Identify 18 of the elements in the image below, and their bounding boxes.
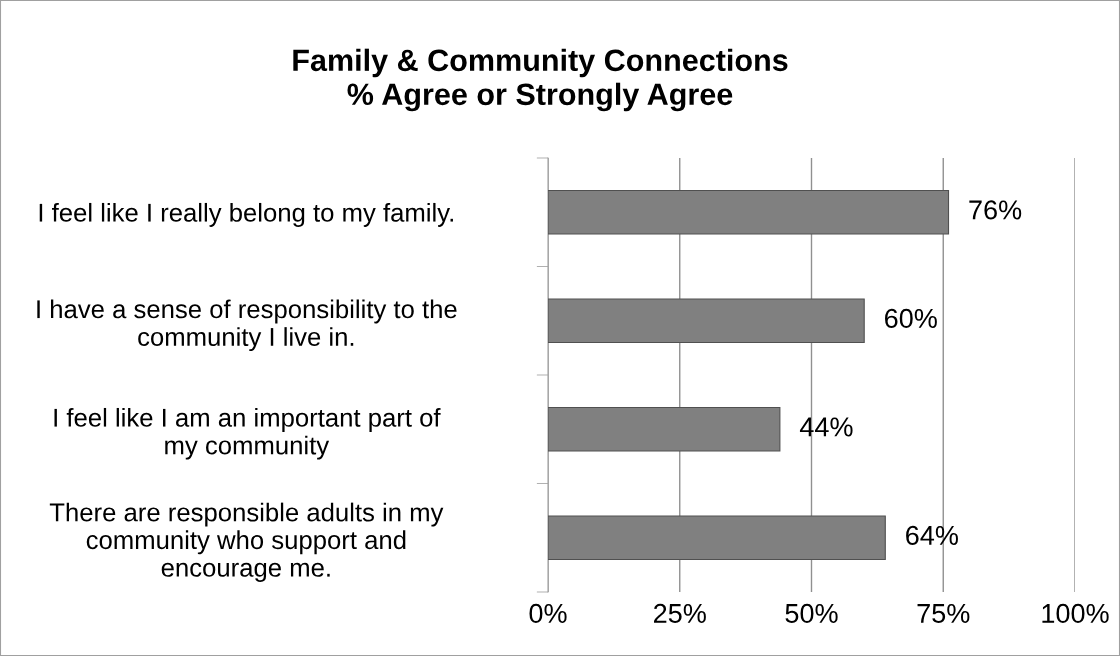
data-label: 64%	[906, 525, 958, 546]
bar	[548, 298, 865, 344]
y-tick-label: I feel like I really belong to my family.	[39, 202, 453, 227]
bar	[548, 406, 781, 452]
x-tick-label: 50%	[785, 603, 838, 623]
data-label: 76%	[969, 200, 1022, 220]
data-label: 60%	[885, 308, 937, 329]
bar	[548, 189, 950, 235]
x-tick-label: 75%	[917, 603, 970, 623]
data-label: 44%	[799, 417, 853, 437]
y-tick-label: There are responsible adults in my community who support and encourage me.	[49, 502, 444, 582]
x-tick-label: 100%	[1042, 603, 1109, 623]
y-tick-label: I feel like I am an important part of my community	[54, 407, 441, 460]
y-tick-label: I have a sense of responsibility to the community I live in.	[37, 299, 457, 352]
x-tick-label: 0%	[529, 603, 567, 623]
chart-title: Family & Community Connections % Agree or Strongly Agree	[293, 48, 788, 112]
x-tick-label: 25%	[654, 603, 706, 623]
bar	[548, 515, 886, 561]
